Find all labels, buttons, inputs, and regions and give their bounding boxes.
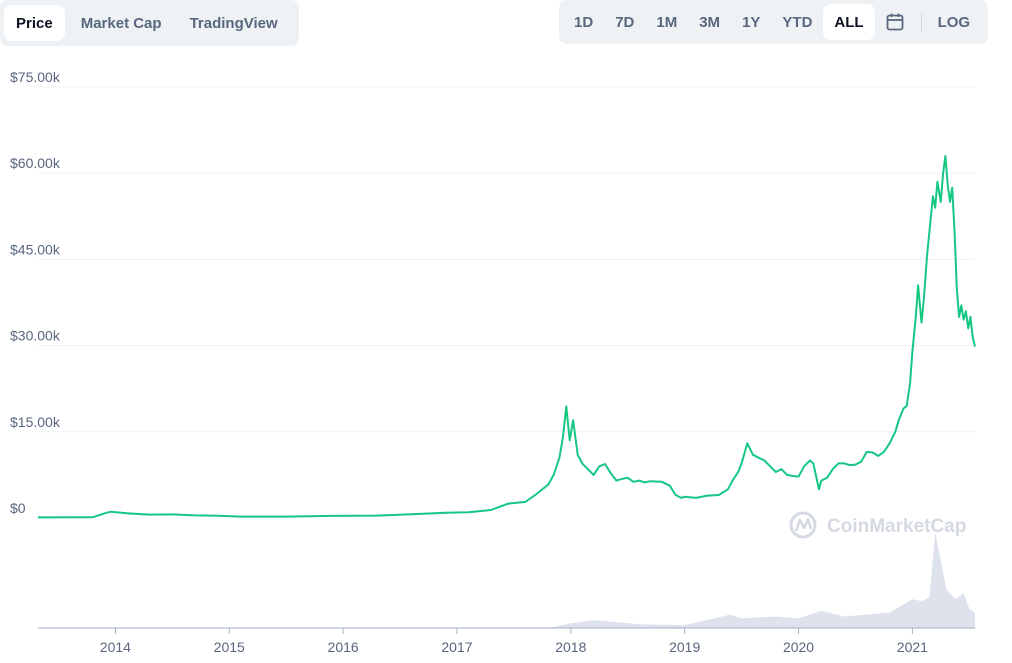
range-1m-button[interactable]: 1M [656,13,678,31]
calendar-button[interactable] [875,4,915,40]
y-tick-label: $60.00k [10,155,61,171]
y-tick-label: $15.00k [10,414,61,430]
y-tick-label: $75.00k [10,69,61,85]
range-all-button[interactable]: ALL [823,4,875,40]
grid-lines [38,86,975,433]
volume-series-area [38,532,975,628]
x-tick-label: 2018 [555,639,586,655]
y-tick-label: $0 [10,500,26,516]
range-1y-button[interactable]: 1Y [742,13,761,31]
price-line-layer [37,155,976,519]
range-3m-button[interactable]: 3M [699,13,721,31]
log-scale-toggle[interactable]: LOG [937,13,971,31]
x-tick-label: 2016 [328,639,359,655]
tab-tradingview[interactable]: TradingView [189,14,278,32]
x-tick-label: 2020 [783,639,814,655]
calendar-icon [886,13,903,31]
x-tick-label: 2017 [441,639,472,655]
coinmarketcap-logo-icon [789,511,817,539]
tab-market-cap[interactable]: Market Cap [80,14,162,32]
range-1d-button[interactable]: 1D [574,13,594,31]
x-tick-label: 2015 [214,639,245,655]
y-axis-labels: $0 $15.00k $30.00k $45.00k $60.00k $75.00k [10,69,61,516]
watermark-text: CoinMarketCap [827,516,966,537]
chart-type-tabs: Price Market Cap TradingView [0,0,299,46]
coinmarketcap-watermark: CoinMarketCap [789,511,966,539]
range-7d-button[interactable]: 7D [615,13,635,31]
volume-area [38,532,975,628]
time-range-selector: 1D 7D 1M 3M 1Y YTD ALL LOG [559,0,988,44]
range-ytd-button[interactable]: YTD [782,13,813,31]
y-tick-label: $45.00k [10,241,61,257]
x-tick-label: 2021 [897,639,928,655]
range-divider [920,13,922,31]
tab-price[interactable]: Price [4,5,65,41]
y-tick-label: $30.00k [10,328,61,344]
x-axis: 2014 2015 2016 2017 2018 2019 2020 2021 [38,627,975,655]
x-tick-label: 2019 [669,639,700,655]
x-tick-label: 2014 [100,639,131,655]
price-line [37,155,976,519]
